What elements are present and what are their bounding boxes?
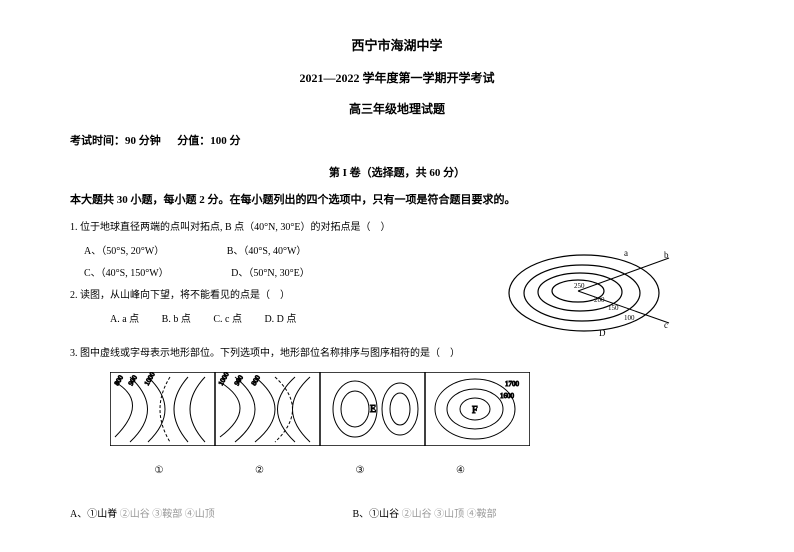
q3-label-2: ②: [211, 463, 309, 479]
q2-opt-c: C. c 点: [213, 312, 242, 328]
section-title: 第 I 卷（选择题，共 60 分）: [70, 165, 724, 183]
svg-text:800: 800: [250, 373, 262, 387]
svg-text:1000: 1000: [217, 372, 231, 387]
q1-stem: 1. 位于地球直径两端的点叫对拓点, B 点（40°N, 30°E）的对拓点是（…: [70, 220, 724, 236]
exam-info: 考试时间：90 分钟 分值：100 分: [70, 133, 724, 151]
contour-lbl-100: 100: [624, 314, 635, 322]
semester-line: 2021—2022 学年度第一学期开学考试: [70, 69, 724, 88]
svg-text:1600: 1600: [500, 392, 515, 400]
q1-opt-a: A、（50°S, 20°W）: [84, 244, 164, 260]
q3-label-1: ①: [110, 463, 208, 479]
q3-label-4: ④: [412, 463, 510, 479]
q3-opt-b: B、①山谷 ②山谷 ③山顶 ④鞍部: [353, 507, 497, 523]
question-2: 2. 读图，从山峰向下望，将不能看见的点是（ ） A. a 点 B. b 点 C…: [70, 288, 724, 328]
q3-opt-a: A、①山脊 ②山谷 ③鞍部 ④山顶: [70, 507, 350, 523]
q2-opt-a: A. a 点: [110, 312, 139, 328]
score-label: 分值：: [177, 135, 210, 147]
contour-lbl-150: 150: [608, 304, 619, 312]
q3-label-3: ③: [311, 463, 409, 479]
q3-stem: 3. 图中虚线或字母表示地形部位。下列选项中，地形部位名称排序与图序相符的是（ …: [70, 346, 724, 362]
q2-opt-d: D. D 点: [264, 312, 296, 328]
svg-text:F: F: [472, 405, 478, 416]
q1-opt-b: B、（40°S, 40°W）: [227, 244, 307, 260]
q3-figure-row: 800 900 1000 1000 900 800 E F 1700: [110, 372, 724, 453]
q2-opt-b: B. b 点: [162, 312, 191, 328]
svg-text:1700: 1700: [505, 380, 520, 388]
terrain-panels-icon: 800 900 1000 1000 900 800 E F 1700: [110, 372, 530, 446]
contour-letter-d: D: [599, 328, 606, 338]
contour-letter-c: c: [664, 320, 668, 330]
contour-letter-b: b: [664, 250, 669, 260]
contour-letter-a: a: [624, 248, 628, 258]
q1-opt-d: D、（50°N, 30°E）: [231, 266, 310, 282]
paper-title: 高三年级地理试题: [70, 100, 724, 119]
score-value: 100 分: [210, 135, 240, 147]
q3-opt-a-lead: A、①山脊: [70, 509, 117, 520]
svg-text:E: E: [370, 404, 376, 415]
contour-map-icon: a b c D 250 200 150 100: [504, 248, 674, 338]
q3-panel-labels: ① ② ③ ④: [110, 463, 724, 479]
q3-options: A、①山脊 ②山谷 ③鞍部 ④山顶 B、①山谷 ②山谷 ③山顶 ④鞍部: [70, 507, 724, 523]
school-name: 西宁市海湖中学: [70, 36, 724, 57]
contour-lbl-250: 250: [574, 282, 585, 290]
time-label: 考试时间：: [70, 135, 125, 147]
section-instruction: 本大题共 30 小题，每小题 2 分。在每小题列出的四个选项中，只有一项是符合题…: [70, 192, 724, 210]
q3-opt-b-rest: ②山谷 ③山顶 ④鞍部: [399, 509, 497, 520]
svg-text:800: 800: [113, 373, 125, 387]
q3-opt-a-rest: ②山谷 ③鞍部 ④山顶: [117, 509, 215, 520]
question-3: 3. 图中虚线或字母表示地形部位。下列选项中，地形部位名称排序与图序相符的是（ …: [70, 346, 724, 523]
q3-opt-b-lead: B、①山谷: [353, 509, 400, 520]
contour-lbl-200: 200: [594, 296, 605, 304]
time-value: 90 分钟: [125, 135, 161, 147]
q1-opt-c: C、（40°S, 150°W）: [84, 266, 169, 282]
